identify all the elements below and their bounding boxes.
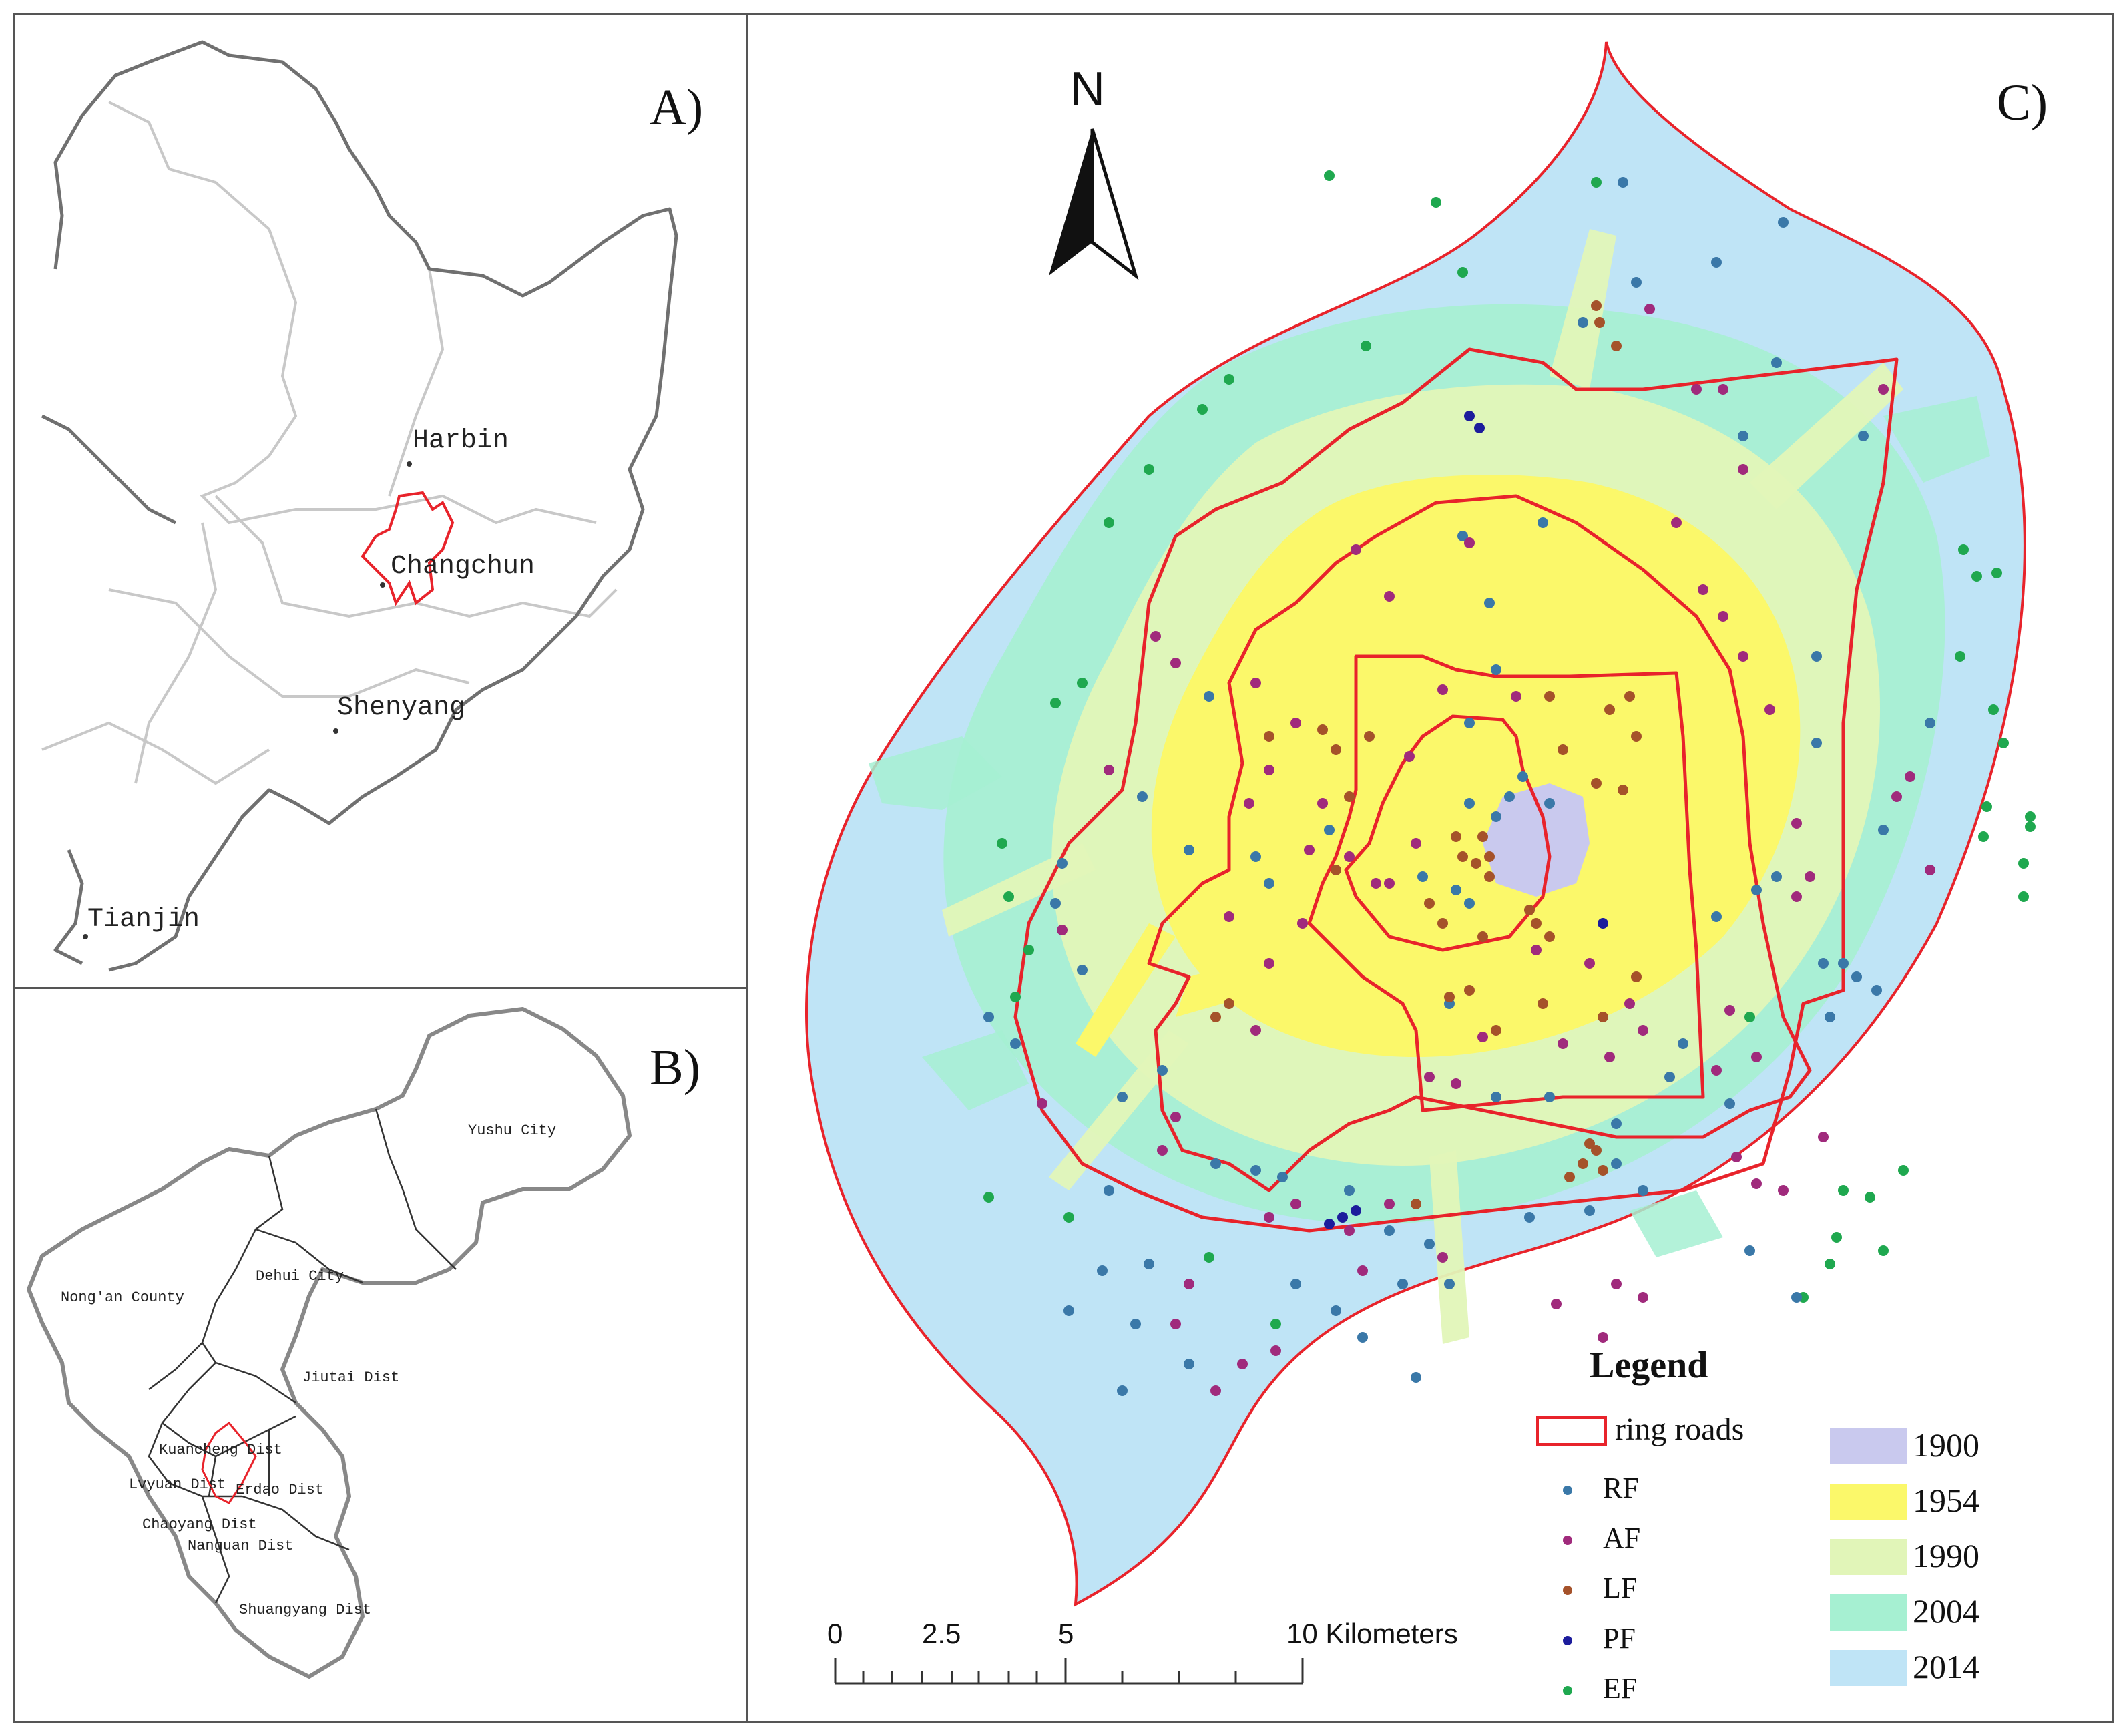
scale-label-5: 5 <box>1058 1618 1074 1649</box>
legend-point-rf: RF <box>1563 1471 1696 1511</box>
north-label: N <box>1070 63 1105 116</box>
points-lf <box>1210 300 1642 1209</box>
year-2014-swatch <box>1830 1650 1907 1686</box>
legend-point-lf: LF <box>1563 1571 1696 1611</box>
points-rf <box>983 177 1935 1396</box>
district-boundaries <box>148 1108 457 1604</box>
panel-b: B) Yushu City Dehui City Nong'an County … <box>13 987 749 1723</box>
north-arrow-icon <box>1049 128 1139 280</box>
scale-label-10-km: 10 Kilometers <box>1286 1618 1458 1649</box>
ring-roads-label: ring roads <box>1615 1412 1744 1447</box>
city-label-harbin: Harbin <box>413 426 509 456</box>
district-label-shuangyang: Shuangyang Dist <box>239 1602 372 1618</box>
harbin-dot <box>407 461 412 467</box>
panel-b-map <box>27 1007 632 1679</box>
panel-c-label: C) <box>1997 75 2048 131</box>
scale-bar <box>834 1658 1304 1685</box>
year-1900-label: 1900 <box>1913 1426 1979 1464</box>
af-marker <box>1563 1536 1572 1545</box>
ring-road-3 <box>1147 494 1812 1192</box>
district-label-erdao: Erdao Dist <box>236 1482 324 1498</box>
changchun-admin-outline <box>27 1007 632 1679</box>
points-af <box>1037 304 1935 1396</box>
north-arrow: N <box>1042 62 1142 282</box>
year-1990-swatch <box>1830 1539 1907 1575</box>
changchun-dot <box>380 582 385 588</box>
city-label-tianjin: Tianjin <box>87 905 200 935</box>
district-label-nongan: Nong'an County <box>61 1289 184 1306</box>
district-label-chaoyang: Chaoyang Dist <box>142 1516 257 1533</box>
urban-spokes-1990 <box>942 229 1903 1344</box>
urban-area-1900 <box>1483 783 1590 897</box>
ring-roads-outline <box>201 1421 257 1504</box>
legend-point-pf: PF <box>1563 1621 1696 1661</box>
panel-b-label: B) <box>650 1040 700 1096</box>
district-label-lvyuan: Lvyuan Dist <box>129 1476 226 1493</box>
national-border <box>41 40 678 972</box>
legend-point-af: AF <box>1563 1521 1696 1561</box>
points-ef <box>983 170 2036 1329</box>
legend-year-1900: 1900 <box>1830 1426 2057 1472</box>
legend-point-ef: EF <box>1563 1671 1696 1711</box>
legend-ring-roads: ring roads <box>1536 1411 1817 1451</box>
panel-c: N C) 0 2.5 5 10 Kilometers Legend ring r… <box>746 13 2114 1723</box>
year-2004-label: 2004 <box>1913 1592 1979 1630</box>
year-1954-label: 1954 <box>1913 1482 1979 1519</box>
district-label-nanguan: Nanguan Dist <box>188 1538 294 1554</box>
pf-marker <box>1563 1636 1572 1645</box>
legend-year-2004: 2004 <box>1830 1592 2057 1639</box>
panel-a: A) Harbin Changchun Shenyang Tianjin <box>13 13 749 990</box>
district-label-kuancheng: Kuancheng Dist <box>159 1442 282 1458</box>
pf-label: PF <box>1603 1622 1636 1655</box>
ring-road-4 <box>1013 347 1899 1233</box>
year-2004-swatch <box>1830 1594 1907 1631</box>
panel-a-map <box>41 40 678 972</box>
legend-year-1990: 1990 <box>1830 1536 2057 1583</box>
shenyang-dot <box>333 728 338 734</box>
ef-marker <box>1563 1686 1572 1695</box>
city-label-changchun: Changchun <box>391 552 535 582</box>
ring-road-1 <box>1344 714 1552 952</box>
af-label: AF <box>1603 1522 1641 1554</box>
tianjin-dot <box>83 934 88 939</box>
lf-marker <box>1563 1586 1572 1595</box>
year-1990-label: 1990 <box>1913 1537 1979 1574</box>
year-2014-label: 2014 <box>1913 1648 1979 1685</box>
rf-label: RF <box>1603 1472 1639 1504</box>
year-1954-swatch <box>1830 1484 1907 1520</box>
panel-c-map <box>805 41 2036 1685</box>
scale-label-0: 0 <box>827 1618 843 1649</box>
ring-road-2 <box>1307 654 1705 1112</box>
ring-roads <box>1013 347 1899 1233</box>
district-label-dehui: Dehui City <box>256 1268 344 1285</box>
legend: Legend ring roads RF AF LF PF EF 1900 <box>1536 1344 2084 1718</box>
rf-marker <box>1563 1486 1572 1495</box>
urban-patches-2004 <box>869 396 1990 1257</box>
scale-label-2-5: 2.5 <box>922 1618 961 1649</box>
panel-a-label: A) <box>650 79 704 136</box>
sampling-points <box>983 170 2036 1396</box>
district-label-jiutai: Jiutai Dist <box>302 1369 400 1386</box>
year-1900-swatch <box>1830 1428 1907 1464</box>
lf-label: LF <box>1603 1572 1638 1604</box>
legend-title: Legend <box>1590 1345 1708 1386</box>
changchun-outline <box>361 491 455 606</box>
points-pf <box>1324 411 1608 1229</box>
ef-label: EF <box>1603 1672 1638 1705</box>
ring-roads-swatch <box>1536 1416 1607 1446</box>
legend-year-1954: 1954 <box>1830 1481 2057 1528</box>
province-boundaries <box>41 101 618 785</box>
district-label-yushu: Yushu City <box>468 1122 557 1139</box>
legend-year-2014: 2014 <box>1830 1647 2057 1694</box>
city-label-shenyang: Shenyang <box>337 693 466 723</box>
